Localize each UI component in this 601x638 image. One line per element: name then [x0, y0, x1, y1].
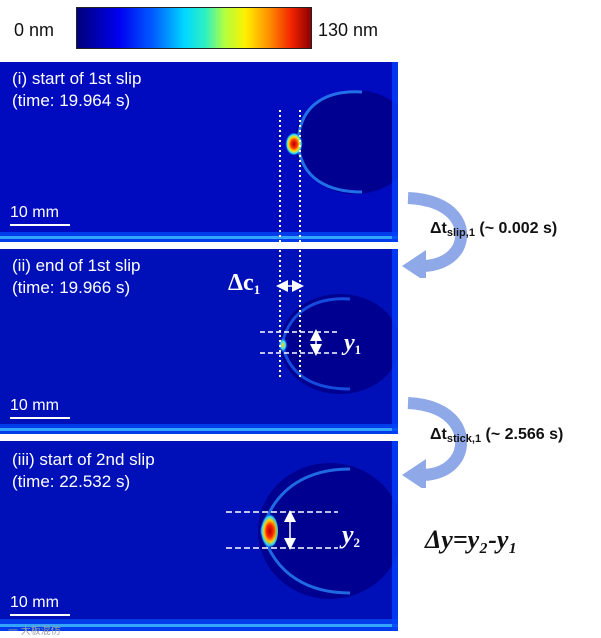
y1-label: y1 — [344, 330, 362, 357]
transition-slip-label: Δtslip,1 (~ 0.002 s) — [430, 220, 558, 239]
colorbar-min-label: 0 nm — [14, 20, 55, 40]
contact-map-image — [0, 249, 398, 434]
y2-label: y2 — [342, 520, 361, 550]
panel-1-scale-bar — [10, 224, 70, 226]
colorbar — [76, 7, 312, 49]
panel-2-scale-bar — [10, 417, 70, 419]
panel-2-label: (ii) end of 1st slip (time: 19.966 s) — [12, 255, 141, 299]
curved-arrow-icon — [402, 397, 468, 488]
panel-1-scale-label: 10 mm — [10, 204, 59, 221]
curved-arrow-icon — [402, 192, 468, 278]
panel-2-scale-label: 10 mm — [10, 397, 59, 414]
delta-y-equation: Δy=y₂-y₁ — [425, 525, 518, 554]
transition-stick-label: Δtstick,1 (~ 2.566 s) — [430, 426, 564, 445]
panel-3-title: (iii) start of 2nd slip — [12, 450, 155, 469]
panel-start-first-slip: (i) start of 1st slip (time: 19.964 s) 1… — [0, 62, 398, 242]
contact-map-image — [0, 441, 398, 631]
panel-2-title: (ii) end of 1st slip — [12, 256, 141, 275]
panel-3-time: (time: 22.532 s) — [12, 472, 131, 491]
contact-map-image — [0, 62, 398, 242]
colorbar-max-label: 130 nm — [318, 20, 379, 40]
panel-1-title: (i) start of 1st slip — [12, 69, 142, 88]
panel-1-time: (time: 19.964 s) — [12, 91, 131, 110]
watermark-text: 一 大板混仿 — [8, 626, 61, 637]
panel-3-scale-label: 10 mm — [10, 594, 59, 611]
panel-3-label: (iii) start of 2nd slip (time: 22.532 s) — [12, 449, 155, 493]
panel-start-second-slip: (iii) start of 2nd slip (time: 22.532 s)… — [0, 441, 398, 631]
panel-1-label: (i) start of 1st slip (time: 19.964 s) — [12, 68, 141, 112]
panel-end-first-slip: (ii) end of 1st slip (time: 19.966 s) 10… — [0, 249, 398, 434]
delta-c1-label: Δc1 — [228, 270, 261, 297]
panel-2-time: (time: 19.966 s) — [12, 278, 131, 297]
panel-3-scale-bar — [10, 614, 70, 616]
